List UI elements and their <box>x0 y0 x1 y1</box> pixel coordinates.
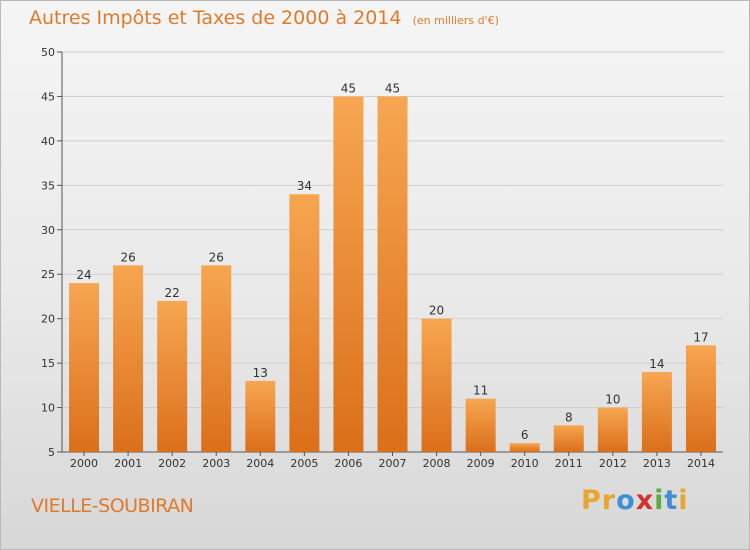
bar <box>597 407 628 452</box>
data-label: 45 <box>341 81 356 95</box>
y-tick-label: 15 <box>41 357 55 370</box>
y-tick-label: 5 <box>48 446 55 459</box>
x-tick-label: 2014 <box>687 457 715 470</box>
logo-letter: i <box>678 485 689 516</box>
bar <box>245 380 276 452</box>
y-tick-label: 50 <box>41 46 55 59</box>
x-tick-labels: 2000 2001 2002 2003 2004 2005 2006 2007 2008 2009… <box>70 457 715 470</box>
bar <box>113 265 144 452</box>
y-tick-label: 35 <box>41 179 55 192</box>
data-label: 34 <box>297 179 312 193</box>
bar <box>465 398 496 452</box>
x-tick-label: 2001 <box>114 457 142 470</box>
data-labels: 24 26 22 26 13 34 45 45 20 11 6 8 10 14 17 <box>76 81 708 442</box>
data-label: 26 <box>209 250 224 264</box>
logo-letter: r <box>601 485 617 516</box>
data-label: 11 <box>473 384 488 398</box>
chart-title: Autres Impôts et Taxes de 2000 à 2014 <box>29 7 402 29</box>
data-label: 17 <box>693 330 708 344</box>
bar <box>509 443 540 452</box>
data-label: 26 <box>120 250 135 264</box>
commune-name: VIELLE-SOUBIRAN <box>31 495 194 517</box>
x-tick-label: 2005 <box>290 457 318 470</box>
data-label: 10 <box>605 393 620 407</box>
bars <box>69 96 716 452</box>
bar <box>201 265 232 452</box>
x-tick-label: 2008 <box>423 457 451 470</box>
data-label: 13 <box>253 366 268 380</box>
logo-letter: o <box>616 485 636 516</box>
y-tick-label: 30 <box>41 224 55 237</box>
data-label: 24 <box>76 268 91 282</box>
x-tick-label: 2004 <box>246 457 274 470</box>
logo-letter: i <box>654 485 665 516</box>
data-label: 45 <box>385 81 400 95</box>
x-tick-label: 2007 <box>379 457 407 470</box>
data-label: 22 <box>165 286 180 300</box>
y-tick-label: 20 <box>41 313 55 326</box>
chart-subtitle: (en milliers d'€) <box>412 14 499 27</box>
bar <box>289 194 320 452</box>
x-tick-label: 2003 <box>202 457 230 470</box>
bar <box>69 283 100 452</box>
y-tick-label: 40 <box>41 135 55 148</box>
x-tick-label: 2012 <box>599 457 627 470</box>
x-tick-label: 2013 <box>643 457 671 470</box>
logo-letter: x <box>635 485 655 516</box>
bar <box>553 425 584 452</box>
y-tick-label: 45 <box>41 90 55 103</box>
data-label: 14 <box>649 357 664 371</box>
chart-title-block: Autres Impôts et Taxes de 2000 à 2014 (e… <box>29 7 499 29</box>
data-label: 6 <box>521 428 529 442</box>
x-tick-label: 2002 <box>158 457 186 470</box>
logo-letter: t <box>664 485 679 516</box>
proxiti-logo[interactable]: Proxiti <box>581 485 689 516</box>
bar <box>421 318 452 452</box>
y-tick-label: 10 <box>41 402 55 415</box>
bar <box>685 345 716 452</box>
bar <box>333 96 364 452</box>
bar <box>377 96 408 452</box>
x-tick-label: 2011 <box>555 457 583 470</box>
data-label: 8 <box>565 410 573 424</box>
bar <box>641 372 672 452</box>
x-tick-label: 2000 <box>70 457 98 470</box>
x-tick-label: 2009 <box>467 457 495 470</box>
y-tick-labels: 5 10 15 20 25 30 35 40 45 50 <box>41 46 55 459</box>
y-tick-label: 25 <box>41 268 55 281</box>
data-label: 20 <box>429 304 444 318</box>
x-tick-label: 2006 <box>334 457 362 470</box>
x-tick-label: 2010 <box>511 457 539 470</box>
logo-letter: P <box>581 485 602 516</box>
bar <box>157 300 188 452</box>
